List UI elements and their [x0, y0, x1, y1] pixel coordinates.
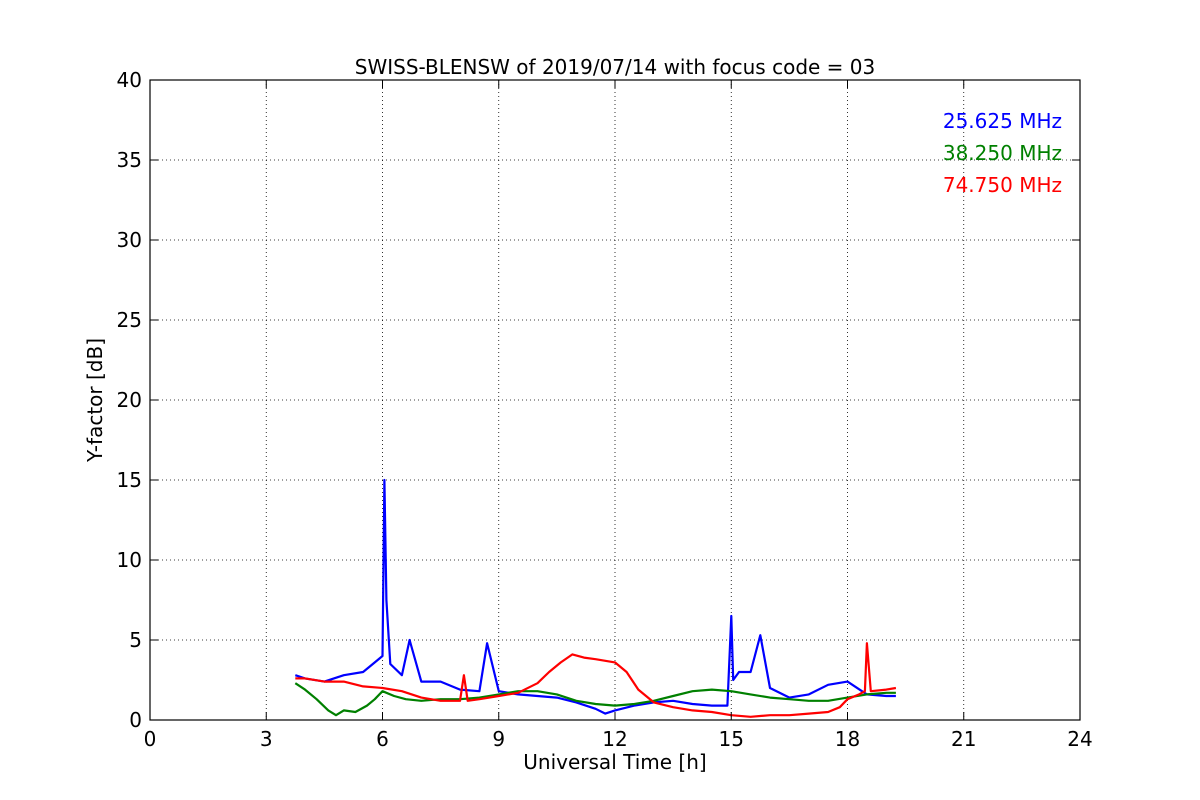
- x-tick-label: 3: [260, 727, 273, 751]
- x-tick-label: 6: [376, 727, 389, 751]
- y-axis-label: Y-factor [dB]: [83, 338, 107, 463]
- y-tick-labels: 0 5 10 15 20 25 30 35 40: [117, 68, 142, 732]
- y-tick-label: 40: [117, 68, 142, 92]
- series-group: [294, 478, 897, 718]
- grid: [149, 79, 1081, 721]
- x-tick-label: 9: [492, 727, 505, 751]
- legend-entry: 25.625 MHz: [943, 109, 1062, 133]
- legend-entry: 38.250 MHz: [943, 141, 1062, 165]
- x-tick-label: 21: [951, 727, 976, 751]
- legend: 25.625 MHz 38.250 MHz 74.750 MHz: [943, 109, 1062, 197]
- x-axis-label: Universal Time [h]: [523, 750, 706, 774]
- x-tick-labels: 0 3 6 9 12 15 18 21 24: [144, 727, 1093, 751]
- y-tick-label: 0: [129, 708, 142, 732]
- y-tick-label: 20: [117, 388, 142, 412]
- legend-entry: 74.750 MHz: [943, 173, 1062, 197]
- x-tick-label: 18: [835, 727, 860, 751]
- y-tick-label: 15: [117, 468, 142, 492]
- series-line-74-750-mhz: [295, 642, 897, 718]
- chart-title: SWISS-BLENSW of 2019/07/14 with focus co…: [355, 55, 876, 79]
- axis-ticks: [149, 79, 1081, 721]
- x-tick-label: 12: [602, 727, 627, 751]
- x-tick-label: 15: [719, 727, 744, 751]
- x-tick-label: 0: [144, 727, 157, 751]
- y-tick-label: 5: [129, 628, 142, 652]
- series-line-25-625-mhz: [294, 478, 896, 715]
- y-tick-label: 10: [117, 548, 142, 572]
- series-line-38-250-mhz: [294, 682, 896, 717]
- y-tick-label: 30: [117, 228, 142, 252]
- y-tick-label: 25: [117, 308, 142, 332]
- x-tick-label: 24: [1067, 727, 1092, 751]
- y-tick-label: 35: [117, 148, 142, 172]
